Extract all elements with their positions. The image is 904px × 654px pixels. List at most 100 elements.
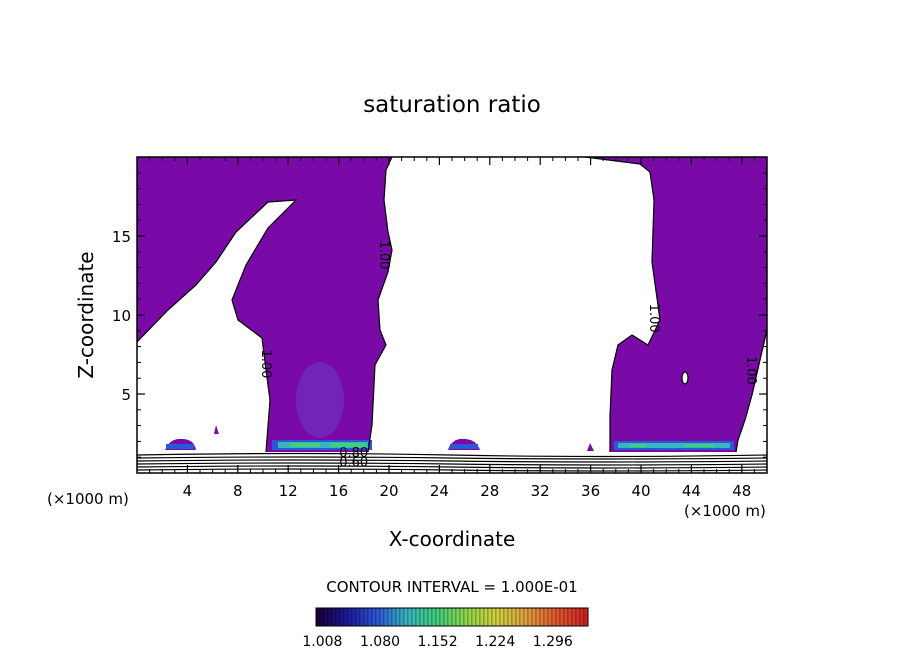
x-unit-right: (×1000 m) bbox=[684, 502, 766, 520]
x-tick-label-4: 20 bbox=[379, 482, 398, 500]
x-tick-label-1: 8 bbox=[233, 482, 243, 500]
colorbar-cell-56 bbox=[539, 607, 545, 627]
colorbar-cell-4 bbox=[331, 607, 337, 627]
x-tick-label-10: 44 bbox=[682, 482, 701, 500]
colorbar-cell-12 bbox=[363, 607, 369, 627]
colorbar-cell-45 bbox=[495, 607, 501, 627]
colorbar: 1.008 1.080 1.152 1.224 1.296 bbox=[302, 607, 589, 650]
colorbar-cell-2 bbox=[323, 607, 329, 627]
colorbar-cell-66 bbox=[579, 607, 585, 627]
colorbar-cell-54 bbox=[531, 607, 537, 627]
colorbar-cell-46 bbox=[499, 607, 505, 627]
colorbar-cell-64 bbox=[571, 607, 577, 627]
colorbar-cell-9 bbox=[351, 607, 357, 627]
cloud-blob-36km bbox=[587, 443, 594, 451]
x-tick-label-3: 16 bbox=[329, 482, 348, 500]
colorbar-cell-43 bbox=[487, 607, 493, 627]
colorbar-cell-31 bbox=[439, 607, 445, 627]
contour-label-0: 1.00 bbox=[376, 240, 391, 269]
colorbar-cell-36 bbox=[459, 607, 465, 627]
colorbar-cell-38 bbox=[467, 607, 473, 627]
colorbar-cell-34 bbox=[451, 607, 457, 627]
colorbar-cell-19 bbox=[391, 607, 397, 627]
y-tick-label-0: 5 bbox=[121, 386, 131, 404]
colorbar-cell-48 bbox=[507, 607, 513, 627]
x-tick-label-5: 24 bbox=[430, 482, 449, 500]
colorbar-cell-11 bbox=[359, 607, 365, 627]
colorbar-cell-65 bbox=[575, 607, 581, 627]
colorbar-cell-7 bbox=[343, 607, 349, 627]
contour-interval-label: CONTOUR INTERVAL = 1.000E-01 bbox=[326, 578, 577, 596]
saturated-region-right bbox=[585, 157, 767, 452]
colorbar-cell-32 bbox=[443, 607, 449, 627]
colorbar-label-4: 1.296 bbox=[533, 634, 573, 650]
colorbar-label-0: 1.008 bbox=[302, 634, 342, 650]
colorbar-cell-13 bbox=[367, 607, 373, 627]
colorbar-cell-49 bbox=[511, 607, 517, 627]
colorbar-cell-60 bbox=[555, 607, 561, 627]
colorbar-cell-57 bbox=[543, 607, 549, 627]
contour-label-1: 1.00 bbox=[258, 350, 273, 379]
colorbar-cell-22 bbox=[403, 607, 409, 627]
colorbar-cell-52 bbox=[523, 607, 529, 627]
x-axis: 4 8 12 16 20 24 28 32 36 40 44 48 bbox=[149, 157, 755, 500]
colorbar-cell-27 bbox=[423, 607, 429, 627]
colorbar-cell-3 bbox=[327, 607, 333, 627]
x-tick-label-11: 48 bbox=[732, 482, 751, 500]
colorbar-cell-15 bbox=[375, 607, 381, 627]
colorbar-cell-59 bbox=[551, 607, 557, 627]
x-axis-label: X-coordinate bbox=[389, 527, 516, 551]
colorbar-cell-28 bbox=[427, 607, 433, 627]
colorbar-cell-40 bbox=[475, 607, 481, 627]
contour-label-3: 1.00 bbox=[743, 356, 758, 385]
colorbar-cell-10 bbox=[355, 607, 361, 627]
colorbar-label-1: 1.080 bbox=[360, 634, 400, 650]
contour-label-2: 1.00 bbox=[646, 304, 661, 333]
colorbar-cell-53 bbox=[527, 607, 533, 627]
colorbar-cell-37 bbox=[463, 607, 469, 627]
colorbar-cell-20 bbox=[395, 607, 401, 627]
colorbar-cell-6 bbox=[339, 607, 345, 627]
contour-label-4: 0.80 bbox=[339, 446, 368, 461]
colorbar-cell-63 bbox=[567, 607, 573, 627]
y-axis-label: Z-coordinate bbox=[74, 251, 98, 378]
contour-labels: 1.00 1.00 1.00 1.00 0.800.60 bbox=[258, 240, 758, 470]
x-tick-label-2: 12 bbox=[279, 482, 298, 500]
x-tick-label-9: 40 bbox=[631, 482, 650, 500]
colorbar-cell-33 bbox=[447, 607, 453, 627]
colorbar-cell-25 bbox=[415, 607, 421, 627]
x-unit-left: (×1000 m) bbox=[47, 490, 129, 508]
supersaturation-cells bbox=[166, 362, 734, 450]
colorbar-label-2: 1.152 bbox=[418, 634, 458, 650]
y-tick-label-2: 15 bbox=[112, 228, 131, 246]
colorbar-cell-14 bbox=[371, 607, 377, 627]
colorbar-cell-26 bbox=[419, 607, 425, 627]
x-tick-label-0: 4 bbox=[183, 482, 193, 500]
colorbar-cell-17 bbox=[383, 607, 389, 627]
colorbar-cell-0 bbox=[315, 607, 321, 627]
colorbar-cell-35 bbox=[455, 607, 461, 627]
colorbar-cell-44 bbox=[491, 607, 497, 627]
colorbar-label-3: 1.224 bbox=[475, 634, 515, 650]
colorbar-cell-58 bbox=[547, 607, 553, 627]
x-tick-label-8: 36 bbox=[581, 482, 600, 500]
colorbar-cell-47 bbox=[503, 607, 509, 627]
colorbar-cell-1 bbox=[319, 607, 325, 627]
colorbar-cell-30 bbox=[435, 607, 441, 627]
x-tick-label-6: 28 bbox=[480, 482, 499, 500]
colorbar-cell-50 bbox=[515, 607, 521, 627]
colorbar-cell-29 bbox=[431, 607, 437, 627]
x-tick-label-7: 32 bbox=[531, 482, 550, 500]
colorbar-cell-41 bbox=[479, 607, 485, 627]
chart-title: saturation ratio bbox=[363, 92, 541, 118]
colorbar-cell-24 bbox=[411, 607, 417, 627]
colorbar-cell-55 bbox=[535, 607, 541, 627]
colorbar-cell-16 bbox=[379, 607, 385, 627]
contour-lines bbox=[136, 156, 768, 472]
colorbar-cell-51 bbox=[519, 607, 525, 627]
colorbar-cell-23 bbox=[407, 607, 413, 627]
colorbar-cell-42 bbox=[483, 607, 489, 627]
colorbar-cell-39 bbox=[471, 607, 477, 627]
